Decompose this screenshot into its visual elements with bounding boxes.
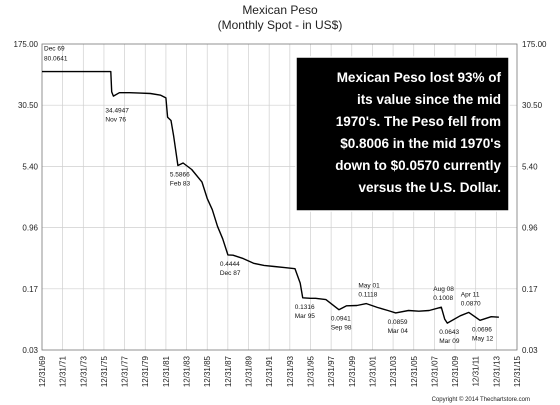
x-tick-label: 12/31/83 [183, 355, 192, 387]
annotation-date: Aug 08 [433, 286, 454, 293]
x-tick-label: 12/31/97 [327, 355, 336, 387]
y-tick-label-left: 30.50 [18, 101, 39, 110]
series [42, 70, 499, 324]
callout-line: Mexican Peso lost 93% of [337, 70, 502, 85]
x-tick-label: 12/31/79 [141, 355, 150, 387]
annotation-value: 5.5866 [170, 172, 190, 179]
x-tick-label: 12/31/91 [265, 355, 274, 387]
annotation-value: 0.1008 [433, 295, 453, 302]
annotation-date: Sep 98 [331, 325, 352, 332]
y-tick-label-left: 0.03 [22, 346, 38, 355]
x-tick-label: 12/31/81 [162, 355, 171, 387]
axis-ticks: 175.00 175.00 30.50 30.50 5.40 5.40 0.96 0.96 0.… [14, 40, 547, 387]
annotation-date: May 12 [472, 335, 494, 342]
annotation-date: Mar 09 [439, 338, 460, 345]
x-tick-label: 12/31/13 [492, 355, 501, 387]
y-tick-label-right: 0.03 [522, 346, 538, 355]
callout-line: its value since the mid [357, 92, 501, 107]
x-tick-label: 12/31/95 [306, 355, 315, 387]
y-tick-label-right: 175.00 [522, 40, 547, 49]
annotation-value: 0.0859 [388, 319, 408, 326]
x-tick-label: 12/31/09 [451, 355, 460, 387]
x-tick-label: 12/31/75 [100, 355, 109, 387]
x-tick-label: 12/31/73 [79, 355, 88, 387]
annotation-date: Mar 04 [388, 328, 409, 335]
plot-frame [41, 43, 518, 351]
annotation-value: 80.0641 [44, 56, 68, 63]
annotation-date: May 01 [358, 283, 380, 290]
annotation-value: 0.4444 [220, 261, 240, 268]
annotation-value: 0.1118 [358, 292, 377, 299]
annotation-value: 0.0696 [472, 326, 492, 333]
x-tick-label: 12/31/11 [472, 355, 481, 386]
x-tick-label: 12/31/93 [286, 355, 295, 387]
callout-line: versus the U.S. Dollar. [358, 180, 501, 195]
y-tick-label-right: 0.96 [522, 224, 538, 233]
y-tick-label-right: 0.17 [522, 285, 538, 294]
chart-title: Mexican Peso [242, 3, 318, 17]
series-line [42, 70, 499, 324]
callout-line: 1970's. The Peso fell from [336, 114, 501, 129]
annotation-date: Dec 69 [44, 46, 65, 53]
x-tick-label: 12/31/89 [245, 355, 254, 387]
annotation-value: 0.0643 [439, 329, 459, 336]
annotation-date: Nov 76 [105, 116, 126, 123]
y-tick-label-left: 0.17 [22, 285, 38, 294]
y-tick-label-right: 30.50 [522, 101, 543, 110]
y-tick-label-left: 0.96 [22, 224, 38, 233]
annotation-value: 0.1316 [295, 304, 315, 311]
annotation-value: 34.4947 [105, 107, 129, 114]
x-tick-label: 12/31/87 [224, 355, 233, 387]
annotations: Dec 69 80.0641 34.4947 Nov 76 5.5866 Feb 83 0.… [44, 46, 494, 346]
y-tick-label-left: 175.00 [14, 40, 39, 49]
callout-box: Mexican Peso lost 93% of its value since… [295, 56, 510, 212]
x-tick-label: 12/31/71 [59, 355, 68, 387]
annotation-value: 0.0870 [461, 300, 481, 307]
x-tick-label: 12/31/85 [203, 355, 212, 387]
chart-subtitle: (Monthly Spot - in US$) [218, 18, 343, 32]
x-tick-label: 12/31/99 [348, 355, 357, 387]
callout-line: $0.8006 in the mid 1970's [340, 136, 501, 151]
y-tick-label-left: 5.40 [22, 162, 38, 171]
annotation-date: Feb 83 [170, 181, 191, 188]
x-tick-label: 12/31/07 [430, 355, 439, 387]
y-tick-label-right: 5.40 [522, 162, 538, 171]
annotation-date: Apr 11 [461, 291, 480, 298]
copyright-text: Copyright © 2014 Thechartstore.com [432, 396, 530, 403]
annotation-date: Mar 95 [295, 313, 316, 320]
x-tick-label: 12/31/77 [121, 355, 130, 387]
x-tick-label: 12/31/05 [410, 355, 419, 387]
x-tick-label: 12/31/03 [389, 355, 398, 387]
annotation-date: Dec 87 [220, 270, 241, 277]
annotation-value: 0.0941 [331, 316, 351, 323]
x-tick-label: 12/31/69 [38, 355, 47, 387]
x-tick-label: 12/31/15 [513, 355, 522, 387]
callout-line: down to $0.0570 currently [335, 158, 501, 173]
x-tick-label: 12/31/01 [368, 355, 377, 387]
